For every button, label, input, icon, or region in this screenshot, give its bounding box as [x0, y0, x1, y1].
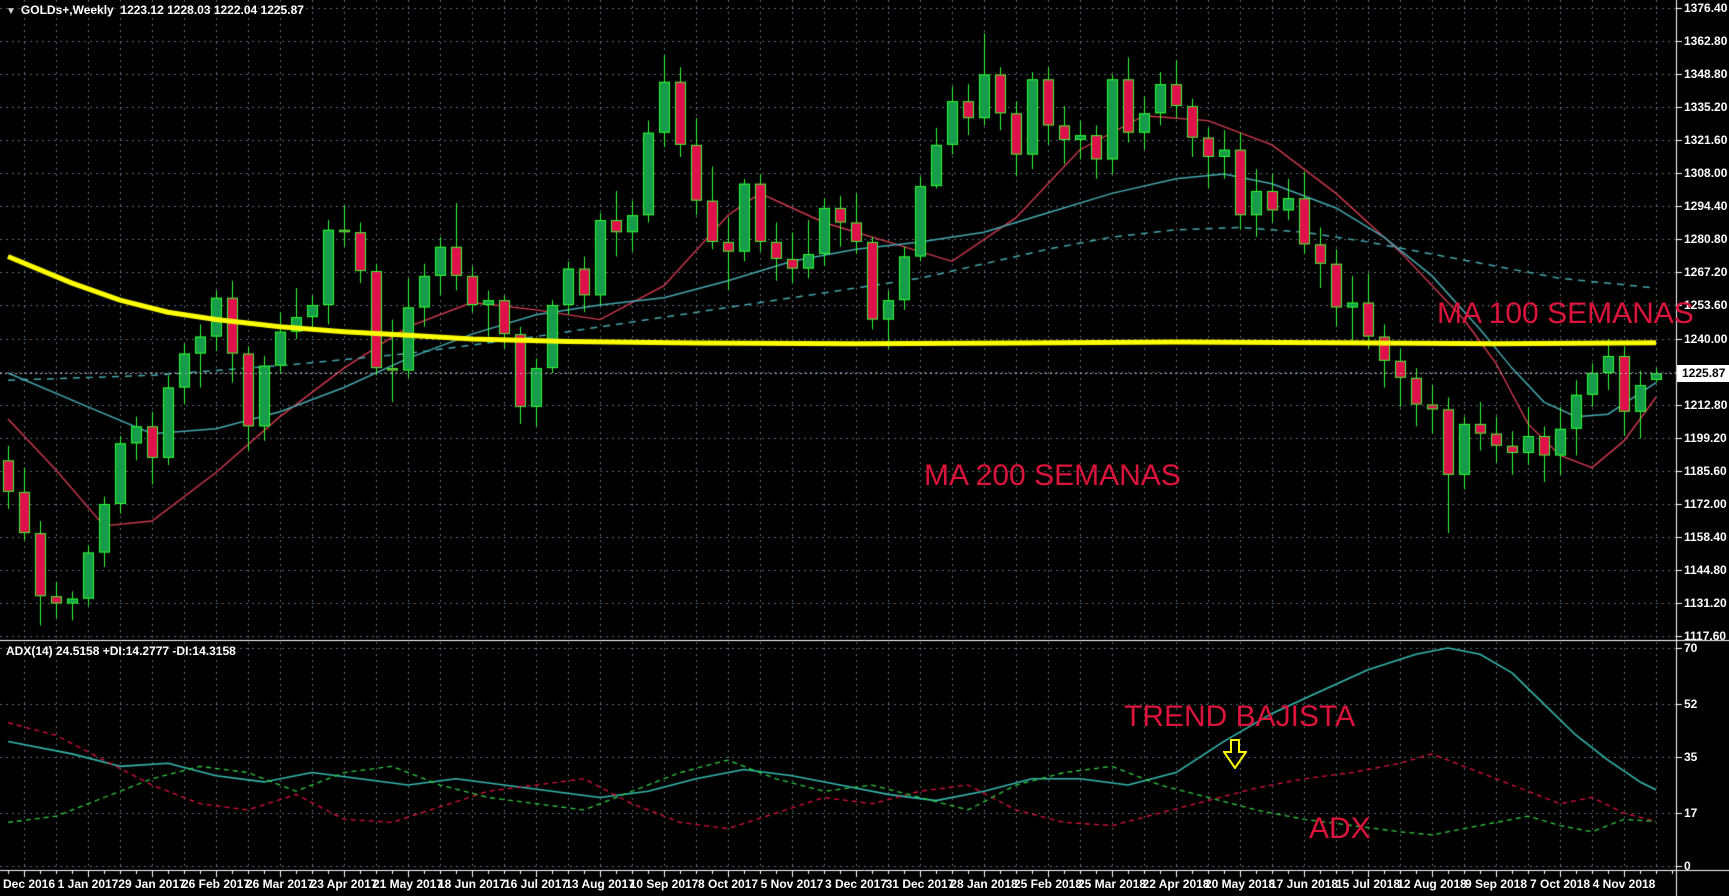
date-axis-label: 31 Dec 2017 — [885, 877, 955, 891]
date-axis-label: 28 Jan 2018 — [950, 877, 1018, 891]
price-axis-label: 1376.40 — [1684, 1, 1728, 15]
down-arrow-annotation[interactable] — [1223, 739, 1247, 769]
date-axis-label: 26 Mar 2017 — [245, 877, 315, 891]
price-axis-label: 1131.20 — [1684, 596, 1727, 610]
adx-axis-label: 70 — [1684, 641, 1698, 655]
price-axis-label: 1117.60 — [1684, 629, 1727, 643]
adx-axis-label: 0 — [1684, 859, 1691, 873]
price-axis-label: 1335.20 — [1684, 100, 1728, 114]
symbol-period-label: GOLDs+,Weekly — [20, 3, 114, 17]
date-axis-label: 1 Jan 2017 — [57, 877, 119, 891]
price-axis-label: 1212.80 — [1684, 398, 1728, 412]
date-axis-label: 12 Aug 2018 — [1397, 877, 1467, 891]
date-axis-label: 22 Apr 2018 — [1142, 877, 1210, 891]
ohlc-values: 1223.12 1228.03 1222.04 1225.87 — [120, 3, 304, 17]
price-axis-label: 1172.00 — [1684, 497, 1727, 511]
date-axis-label: 7 Oct 2018 — [1529, 877, 1591, 891]
price-axis-label: 1308.00 — [1684, 166, 1728, 180]
date-axis-label: 16 Jul 2017 — [503, 877, 569, 891]
price-axis-label: 1158.40 — [1684, 530, 1727, 544]
adx-indicator-header: ADX(14) 24.5158 +DI:14.2777 -DI:14.3158 — [6, 644, 236, 658]
annotation-adx[interactable]: ADX — [1309, 812, 1371, 845]
date-axis-label: 13 Aug 2017 — [565, 877, 635, 891]
price-axis-label: 1185.60 — [1684, 464, 1727, 478]
date-axis-label: 25 Mar 2018 — [1077, 877, 1147, 891]
price-axis-label: 1144.80 — [1684, 563, 1727, 577]
date-axis-label: 10 Sep 2017 — [629, 877, 699, 891]
adx-axis-label: 17 — [1684, 806, 1698, 820]
date-axis-label: 23 Apr 2017 — [310, 877, 378, 891]
price-axis-label: 1294.40 — [1684, 199, 1728, 213]
chart-title: ▼ GOLDs+,Weekly 1223.12 1228.03 1222.04 1… — [6, 3, 304, 17]
adx-axis-label: 35 — [1684, 750, 1698, 764]
date-axis-label: 18 Jun 2017 — [437, 877, 507, 891]
price-axis-label: 1362.80 — [1684, 34, 1728, 48]
price-axis-label: 1240.00 — [1684, 332, 1728, 346]
price-axis-label: 1199.20 — [1684, 431, 1727, 445]
date-axis-label: 20 May 2018 — [1204, 877, 1276, 891]
date-axis-label: 4 Dec 2016 — [0, 877, 56, 891]
date-axis-label: 26 Feb 2017 — [181, 877, 251, 891]
date-axis-label: 21 May 2017 — [372, 877, 444, 891]
date-axis-label: 8 Oct 2017 — [697, 877, 759, 891]
price-axis-label: 1348.80 — [1684, 67, 1728, 81]
date-axis-label: 29 Jan 2017 — [118, 877, 186, 891]
annotation-ma200[interactable]: MA 200 SEMANAS — [924, 459, 1181, 492]
price-axis-label: 1253.60 — [1684, 298, 1728, 312]
date-axis-label: 3 Dec 2017 — [824, 877, 888, 891]
current-price-box: 1225.87 — [1677, 365, 1729, 382]
price-axis-label: 1321.60 — [1684, 133, 1728, 147]
date-axis-label: 4 Nov 2018 — [1592, 877, 1656, 891]
annotation-ma100[interactable]: MA 100 SEMANAS — [1437, 297, 1694, 330]
date-axis-label: 5 Nov 2017 — [760, 877, 824, 891]
price-axis-label: 1267.20 — [1684, 265, 1728, 279]
date-axis-label: 17 Jun 2018 — [1269, 877, 1339, 891]
price-axis-label: 1280.80 — [1684, 232, 1728, 246]
adx-axis-label: 52 — [1684, 697, 1698, 711]
date-axis-label: 9 Sep 2018 — [1464, 877, 1528, 891]
annotation-trend-bajista[interactable]: TREND BAJISTA — [1124, 700, 1356, 733]
date-axis-label: 25 Feb 2018 — [1013, 877, 1083, 891]
date-axis-label: 15 Jul 2018 — [1335, 877, 1401, 891]
symbol-dropdown-icon[interactable]: ▼ — [6, 6, 16, 17]
